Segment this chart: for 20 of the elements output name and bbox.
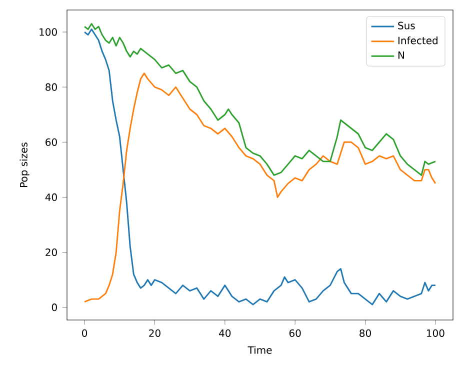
y-axis-title: Pop sizes xyxy=(20,142,30,187)
legend-label: Sus xyxy=(398,22,415,30)
legend-label: Infected xyxy=(398,36,438,44)
y-tick-label: 40 xyxy=(45,193,57,201)
y-tick-label: 0 xyxy=(52,304,57,312)
x-tick-label: 80 xyxy=(360,329,371,337)
legend-label: N xyxy=(398,51,404,59)
line-series xyxy=(84,72,436,303)
x-tick-label: 40 xyxy=(219,329,231,337)
x-tick-label: 100 xyxy=(427,329,444,337)
x-tick-label: 20 xyxy=(149,329,160,337)
line-series xyxy=(84,23,436,176)
line-series xyxy=(84,28,436,306)
y-tick-label: 20 xyxy=(46,248,57,256)
x-axis-title: Time xyxy=(248,346,272,354)
y-tick-label: 80 xyxy=(46,83,57,91)
y-tick-label: 100 xyxy=(40,28,57,36)
y-tick-label: 60 xyxy=(46,138,57,146)
x-tick-label: 60 xyxy=(289,329,301,337)
x-tick-label: 0 xyxy=(82,329,88,337)
